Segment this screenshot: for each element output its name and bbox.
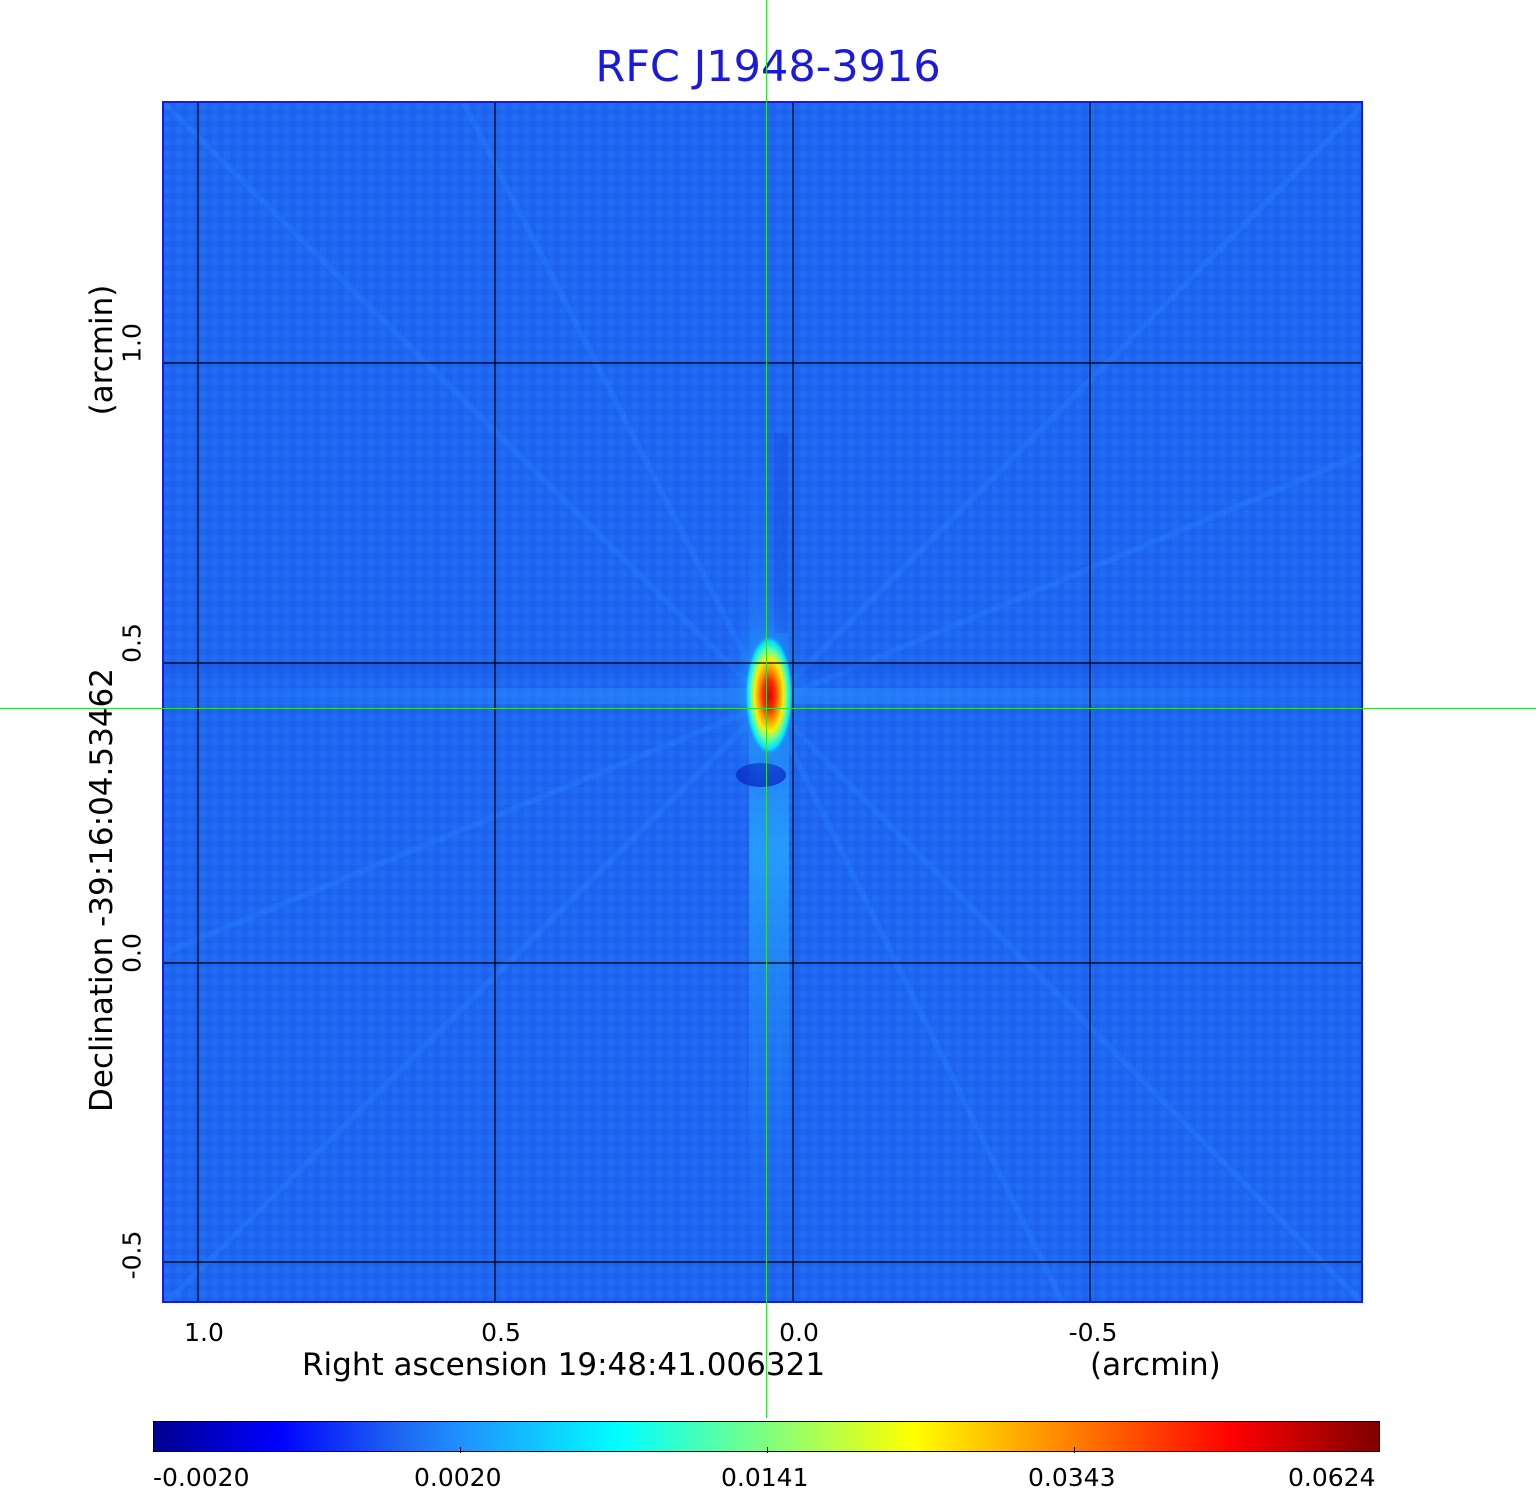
colorbar-tick-mark (460, 1447, 461, 1453)
coordinate-grid (164, 103, 1361, 1301)
x-axis-unit: (arcmin) (1090, 1347, 1221, 1383)
y-tick-label: 0.0 (117, 933, 147, 973)
colorbar-tick-label: 0.0020 (414, 1463, 502, 1492)
x-tick-label: 0.5 (481, 1318, 521, 1347)
crosshair-vertical (766, 0, 767, 1418)
y-tick-label: -0.5 (117, 1230, 147, 1280)
x-axis-label: Right ascension 19:48:41.006321 (302, 1347, 826, 1383)
colorbar-tick-label: 0.0624 (1288, 1463, 1376, 1492)
radio-map-image (164, 103, 1361, 1301)
crosshair-horizontal (0, 708, 1536, 709)
colorbar-tick-label: 0.0343 (1028, 1463, 1116, 1492)
x-tick-label: 0.0 (779, 1318, 819, 1347)
x-tick-label: -0.5 (1068, 1318, 1118, 1347)
y-tick-label: 1.0 (117, 323, 147, 363)
y-axis-label: Declination -39:16:04.53462 (84, 668, 120, 1112)
colorbar-tick-label: 0.0141 (721, 1463, 809, 1492)
colorbar (153, 1421, 1380, 1452)
y-tick-label: 0.5 (117, 623, 147, 663)
image-title: RFC J1948-3916 (595, 42, 941, 92)
colorbar-tick-mark (767, 1447, 768, 1453)
colorbar-tick-mark (1074, 1447, 1075, 1453)
y-axis-unit: (arcmin) (84, 284, 120, 416)
colorbar-tick-label: -0.0020 (153, 1463, 250, 1492)
x-tick-label: 1.0 (184, 1318, 224, 1347)
radio-image-panel[interactable] (162, 101, 1363, 1303)
